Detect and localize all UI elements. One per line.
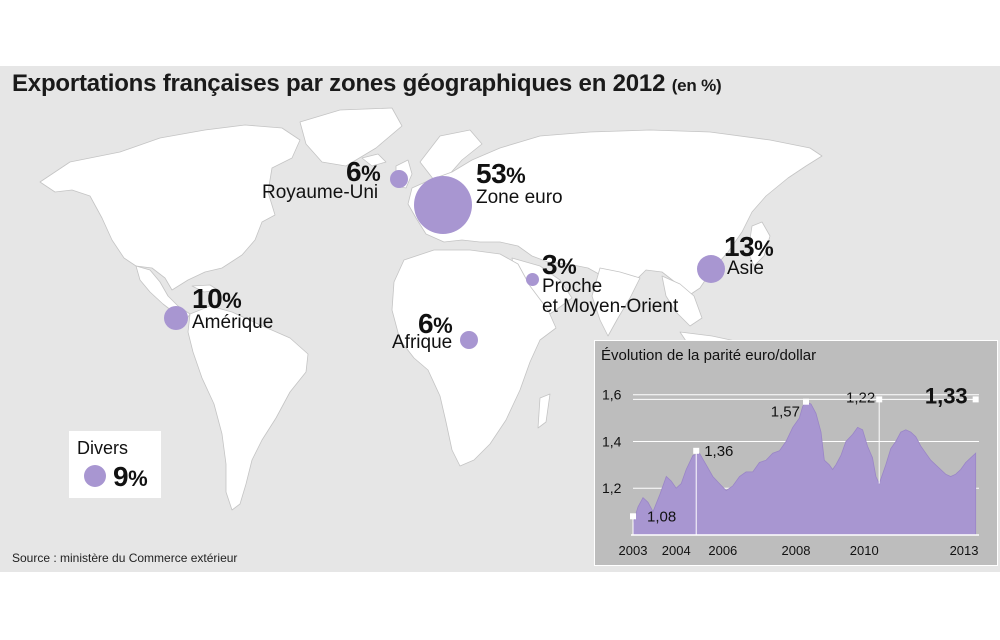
annotation-label: 1,33 [925, 383, 968, 408]
source-note: Source : ministère du Commerce extérieur [12, 551, 238, 565]
amerique-bubble [164, 306, 188, 330]
page-title: Exportations françaises par zones géogra… [12, 70, 722, 98]
annotation-marker [630, 513, 636, 520]
south-america-land [187, 305, 309, 511]
asie-pct: 13% [724, 231, 774, 262]
royaume-uni-pct: 6% [346, 156, 381, 187]
proche-orient-label-line2: et Moyen-Orient [542, 295, 679, 317]
annotation-label: 1,36 [704, 443, 733, 460]
euro-dollar-chart: 1,6 1,4 1,2 2003 2004 2006 2008 2010 2013 1,08 1,3… [602, 383, 979, 558]
afrique-pct: 6% [418, 308, 453, 339]
annotation-marker [693, 447, 700, 454]
caribbean-land [191, 284, 219, 293]
title-main: Exportations françaises par zones géogra… [12, 70, 666, 97]
amerique-pct: 10% [192, 283, 242, 314]
asie-bubble [697, 255, 725, 283]
se-asia-land [661, 275, 703, 327]
annotation-label: 1,08 [647, 508, 676, 525]
x-tick-label: 2008 [782, 543, 811, 558]
title-unit: (en %) [671, 76, 722, 95]
annotation-marker [803, 398, 809, 405]
chart-panel: 1,6 1,4 1,2 2003 2004 2006 2008 2010 2013 1,08 1,3… [594, 340, 998, 566]
proche-orient-label-line1: Proche [542, 276, 603, 297]
divers-box: Divers 9% [69, 431, 161, 498]
proche-orient-bubble [526, 273, 539, 286]
x-tick-label: 2006 [708, 543, 737, 558]
divers-bubble [84, 465, 106, 487]
y-tick-label: 1,6 [602, 387, 622, 403]
x-tick-label: 2010 [850, 543, 879, 558]
greenland-land [299, 107, 403, 167]
annotation-label: 1,57 [771, 404, 800, 421]
asie-label: Asie [727, 258, 764, 279]
y-tick-label: 1,2 [602, 480, 622, 496]
annotation-marker [972, 396, 979, 403]
proche-orient-label: Proche et Moyen-Orient [542, 277, 678, 317]
zone-euro-bubble [414, 176, 472, 234]
royaume-uni-label: Royaume-Uni [262, 182, 379, 203]
japan-land [747, 221, 771, 267]
annotation-label: 1,22 [846, 389, 875, 406]
y-tick-label: 1,4 [602, 433, 622, 449]
iceland-land [361, 153, 387, 167]
chart-title: Évolution de la parité euro/dollar [601, 347, 817, 364]
amerique-label: Amérique [192, 312, 274, 333]
afrique-label: Afrique [392, 332, 453, 353]
royaume-uni-bubble [390, 170, 408, 188]
x-tick-label: 2003 [619, 543, 648, 558]
afrique-bubble [460, 331, 478, 349]
divers-label: Divers [77, 438, 129, 458]
north-america-land [39, 124, 301, 291]
zone-euro-pct: 53% [476, 158, 526, 189]
series-area [632, 401, 977, 536]
x-tick-label: 2013 [950, 543, 979, 558]
eurasia-land [407, 129, 823, 297]
india-land [591, 267, 641, 337]
x-tick-label: 2004 [662, 543, 691, 558]
proche-orient-pct: 3% [542, 249, 577, 280]
madagascar-land [537, 393, 551, 429]
africa-land [391, 249, 557, 467]
divers-pct: 9% [113, 461, 148, 492]
zone-euro-label: Zone euro [476, 187, 563, 208]
